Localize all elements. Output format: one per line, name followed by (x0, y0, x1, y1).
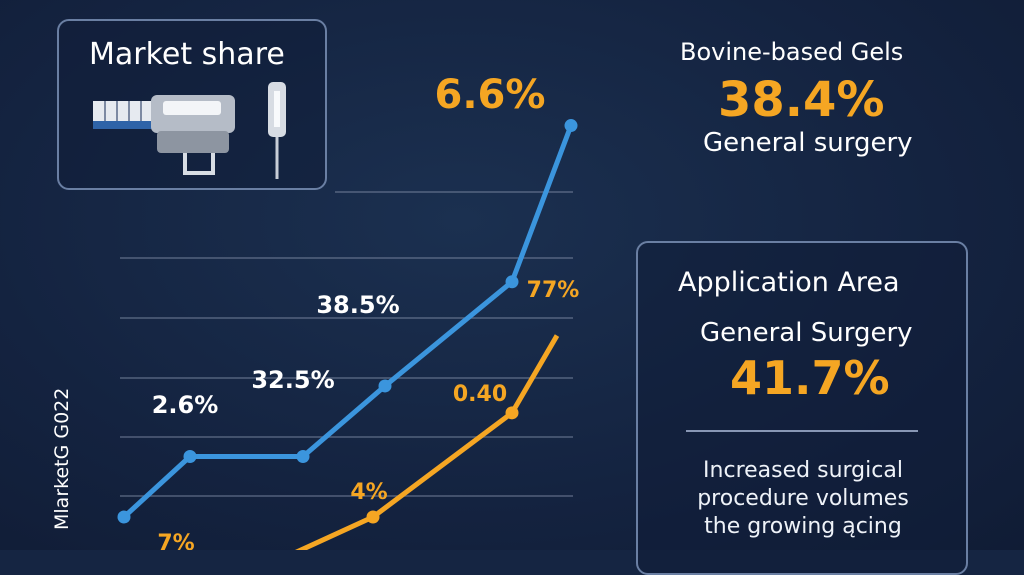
data-label: 4% (350, 480, 387, 505)
note-line: the growing ącing (704, 514, 902, 539)
data-label: 0.40 (453, 382, 507, 407)
data-labels: 2.6% 32.5% 38.5% 6.6% 7% 4% 0.40 77% (152, 72, 580, 550)
data-label: 32.5% (251, 366, 334, 394)
top-stat-category: Bovine-based Gels (680, 38, 904, 66)
series-layer (117, 119, 578, 550)
data-point (564, 119, 578, 133)
data-point (378, 379, 392, 393)
gridlines (120, 191, 573, 497)
data-point (296, 450, 310, 464)
data-point (117, 510, 131, 524)
application-area-subtitle: General Surgery (700, 318, 913, 348)
top-stat-application: General surgery (703, 128, 913, 158)
application-note: Increased surgical procedure volumes the… (658, 457, 948, 541)
series-line (122, 124, 574, 519)
data-label: 38.5% (316, 291, 399, 319)
divider (686, 430, 918, 432)
data-point (505, 275, 519, 289)
data-label: 77% (527, 278, 580, 303)
data-point (505, 406, 519, 420)
data-label: 7% (157, 531, 194, 550)
series-line (294, 334, 560, 550)
note-line: Increased surgical (703, 458, 903, 483)
data-point (183, 450, 197, 464)
market-share-card: Market share (57, 19, 327, 190)
data-point (366, 510, 380, 524)
data-label: 2.6% (152, 391, 219, 419)
note-line: procedure volumes (697, 486, 909, 511)
top-stat-value: 38.4% (718, 72, 885, 128)
line-chart: 2.6% 32.5% 38.5% 6.6% 7% 4% 0.40 77% (117, 72, 580, 550)
market-share-title: Market share (89, 37, 285, 72)
application-area-value: 41.7% (730, 351, 890, 405)
surgical-device-icon (93, 82, 286, 179)
application-area-card: Application Area General Surgery 41.7% I… (636, 241, 968, 575)
application-area-title: Application Area (678, 267, 900, 298)
data-label: 6.6% (435, 72, 546, 118)
y-axis-label: MlarketG G022 (51, 387, 73, 530)
